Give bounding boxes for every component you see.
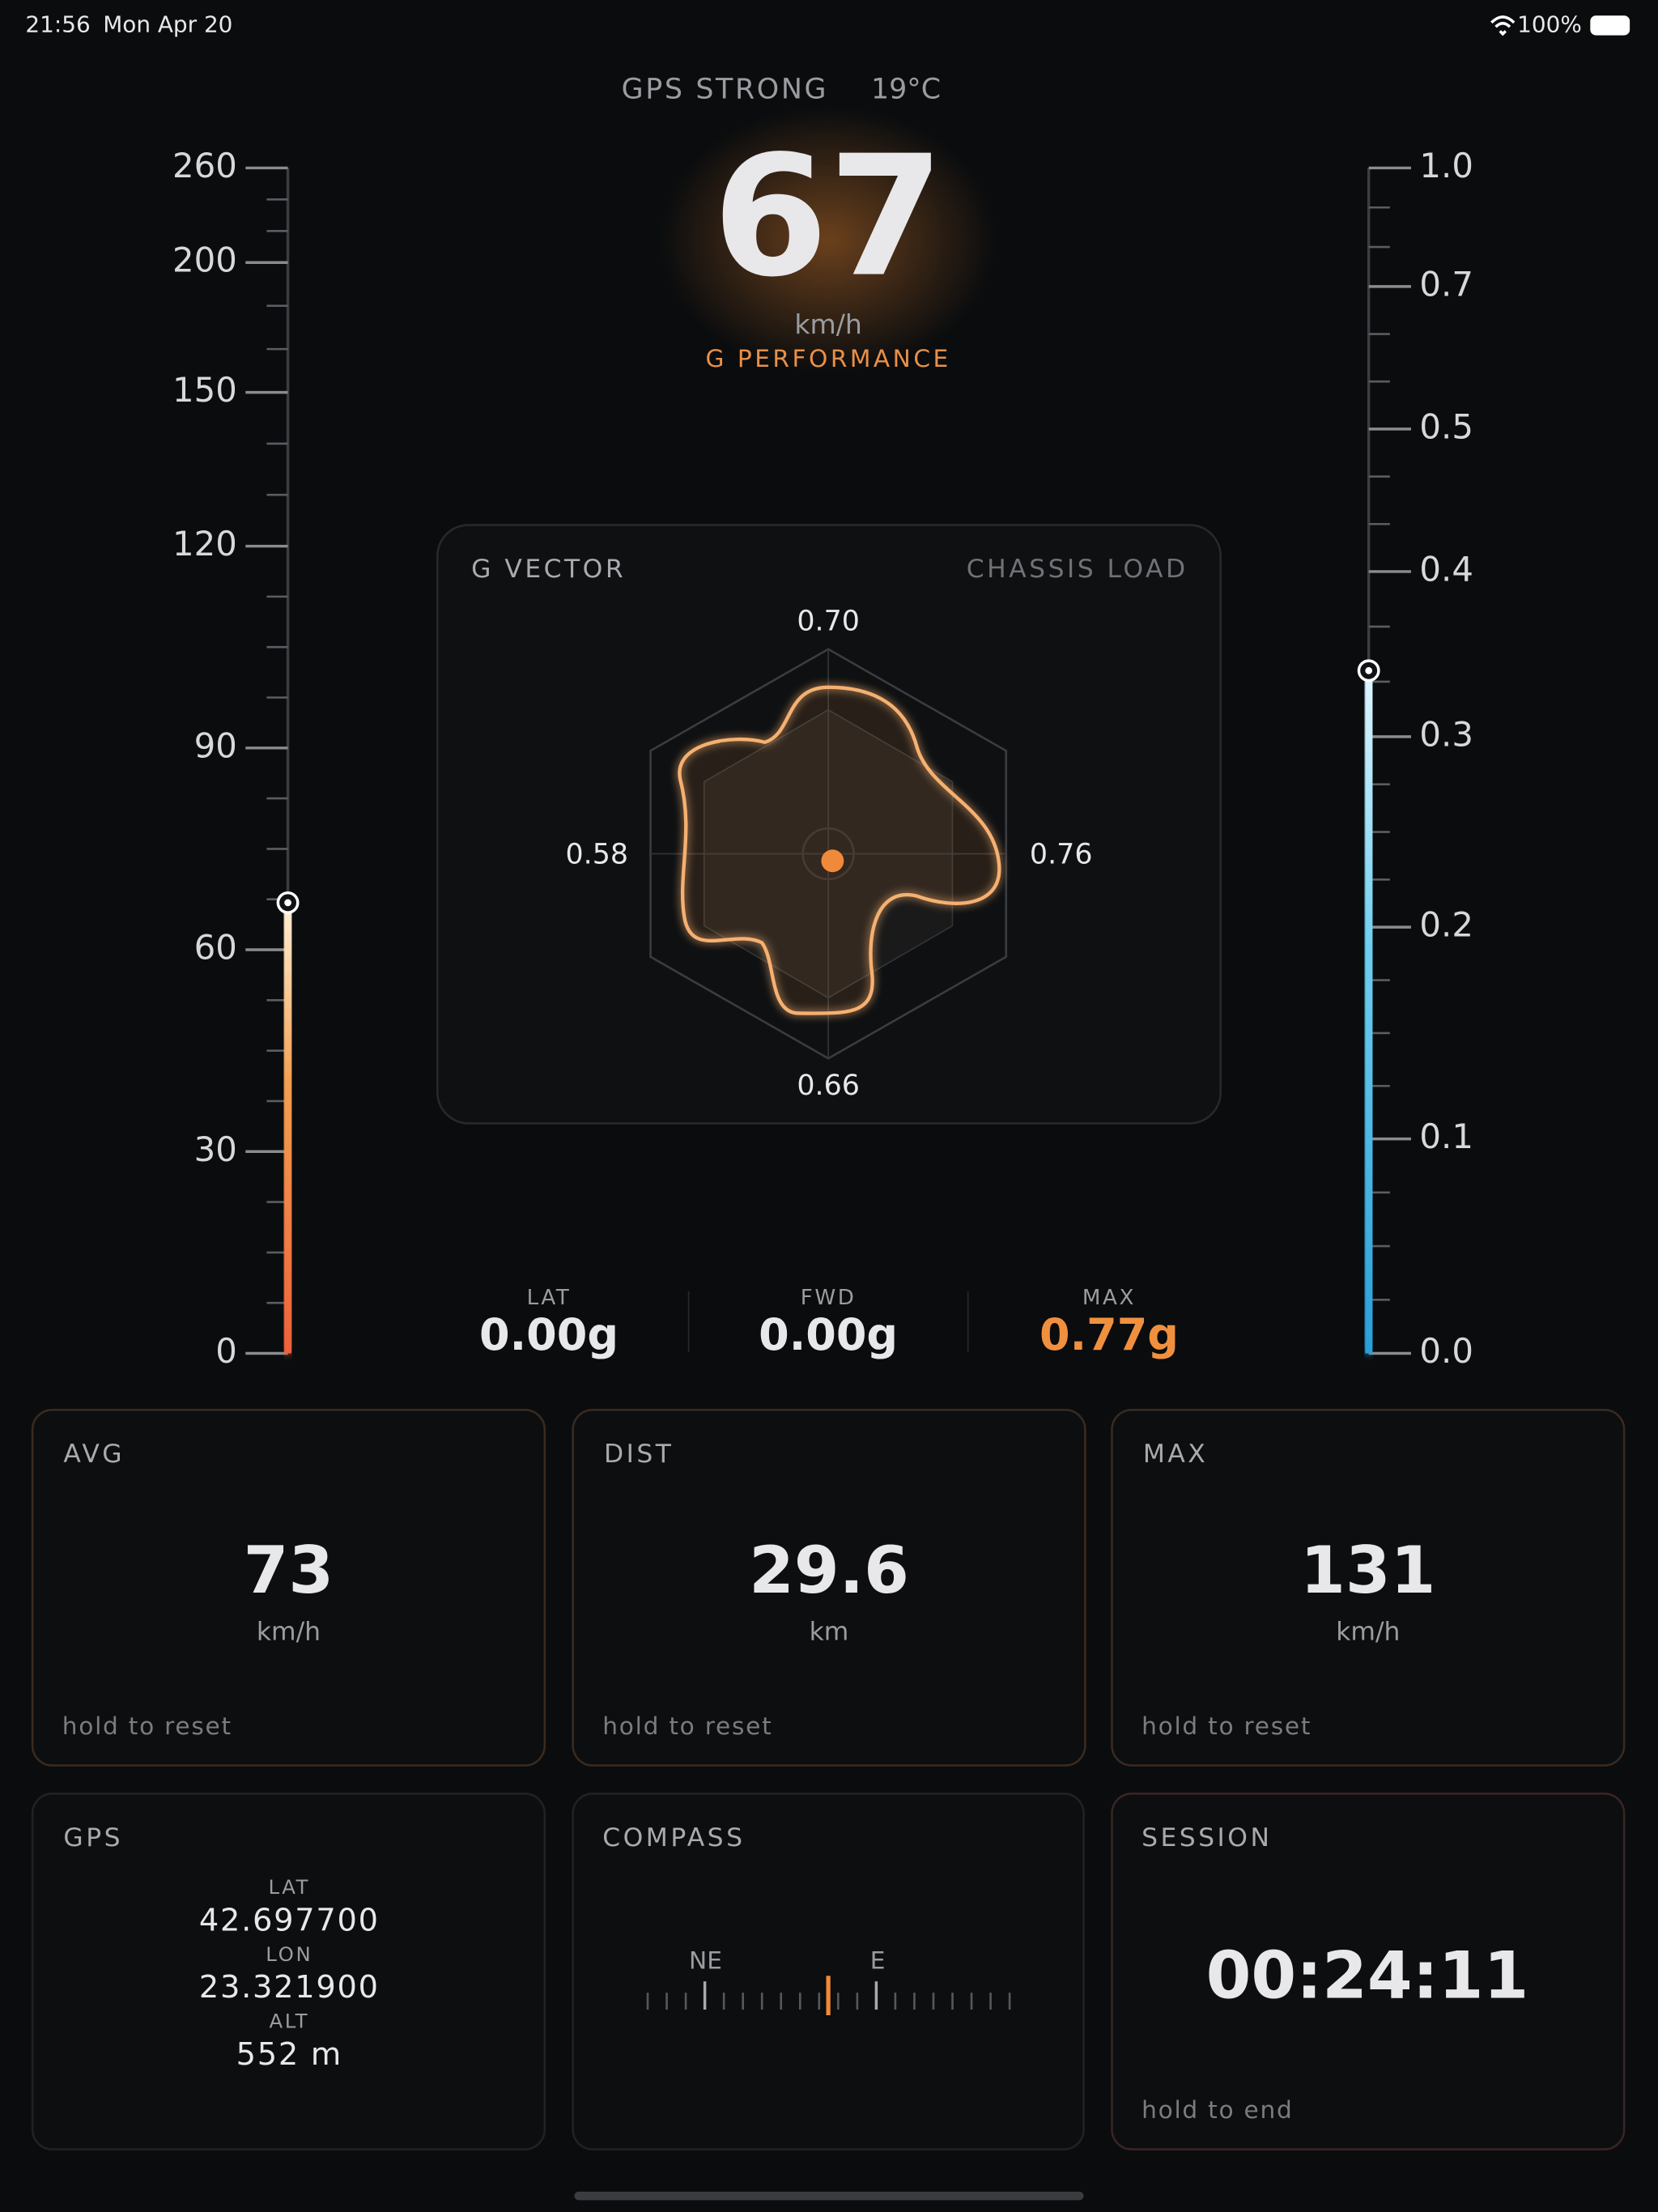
gps-signal: GPS STRONG [622, 74, 828, 106]
axis-label: 0.76 [1030, 838, 1093, 870]
g-shape [678, 685, 1001, 1015]
tick-label: 0.5 [1419, 406, 1473, 446]
stat-card[interactable] [31, 1408, 546, 1767]
readout-label: FWD [801, 1286, 857, 1310]
card-unit: km/h [1336, 1618, 1400, 1647]
g-dot [821, 849, 844, 873]
card-unit: km [810, 1618, 849, 1647]
card-title: DIST [604, 1440, 674, 1469]
gps-value: 552 m [236, 2036, 342, 2073]
tick-label: 0.0 [1419, 1331, 1473, 1371]
stat-card[interactable] [572, 1408, 1086, 1767]
mode: G PERFORMANCE [706, 344, 951, 372]
gauge-marker-dot [284, 899, 291, 907]
compass-label: E [870, 1946, 886, 1974]
time: 21:56 [25, 11, 90, 37]
card-title: MAX [1143, 1440, 1208, 1469]
tick-label: 0.2 [1419, 905, 1473, 945]
tick-label: 1.0 [1419, 146, 1473, 185]
gauge-fill [284, 902, 291, 1354]
readout-value: 0.00g [479, 1309, 619, 1360]
card-hint: hold to end [1141, 2095, 1294, 2124]
readout-label: LAT [527, 1286, 572, 1310]
gauge-marker-dot [1365, 666, 1373, 674]
card-unit: km/h [257, 1618, 321, 1647]
gps-value: 23.321900 [199, 1969, 380, 2006]
tick-label: 150 [172, 370, 237, 410]
tick-label: 0 [215, 1331, 237, 1371]
session-card[interactable] [1111, 1793, 1626, 2150]
tick-label: 260 [172, 146, 237, 185]
speed: 67 [712, 120, 944, 314]
card-title: COMPASS [602, 1823, 745, 1853]
card-value: 29.6 [749, 1533, 909, 1608]
gps-card [31, 1793, 546, 2150]
tick-label: 60 [194, 928, 237, 968]
axis-label: 0.66 [797, 1070, 860, 1102]
gps-value: 42.697700 [199, 1902, 380, 1938]
card-title: AVG [63, 1440, 125, 1469]
tick-label: 30 [194, 1129, 237, 1169]
card-hint: hold to reset [1141, 1712, 1312, 1740]
readout-value: 0.77g [1039, 1309, 1179, 1360]
battery-level: 100% [1517, 11, 1582, 37]
gps-label: ALT [269, 2010, 309, 2033]
compass-card [572, 1793, 1085, 2150]
tick-label: 90 [194, 725, 237, 765]
readout-label: MAX [1082, 1286, 1136, 1310]
card-value: 73 [244, 1533, 334, 1608]
g-center-ring [801, 827, 855, 881]
tick-label: 0.1 [1419, 1117, 1473, 1156]
card-title: GPS [63, 1823, 123, 1853]
readout-value: 0.00g [759, 1309, 898, 1360]
axis-label: 0.58 [565, 838, 628, 870]
tick-label: 120 [172, 524, 237, 564]
tick-label: 0.7 [1419, 264, 1473, 304]
card-hint: hold to reset [62, 1712, 232, 1740]
tick-label: 0.4 [1419, 549, 1473, 589]
compass-label: NE [689, 1946, 722, 1974]
gauge-fill [1365, 670, 1373, 1354]
stat-card[interactable] [1111, 1408, 1626, 1767]
speed-halo [658, 105, 998, 374]
panel-title: G VECTOR [471, 555, 626, 584]
card-hint: hold to reset [602, 1712, 772, 1740]
tick-label: 0.3 [1419, 714, 1473, 754]
date: Mon Apr 20 [103, 11, 232, 37]
speed-unit: km/h [794, 308, 862, 340]
session-elapsed: 00:24:11 [1206, 1938, 1529, 2013]
gps-label: LON [266, 1942, 312, 1966]
card-value: 131 [1300, 1533, 1435, 1608]
tick-label: 200 [172, 240, 237, 280]
panel-subtitle: CHASSIS LOAD [967, 555, 1188, 584]
axis-label: 0.70 [797, 606, 860, 638]
battery-icon [1590, 15, 1630, 36]
card-title: SESSION [1141, 1823, 1272, 1853]
wifi-icon [1490, 15, 1516, 36]
temperature: 19°C [871, 74, 941, 106]
home-indicator [574, 2191, 1084, 2201]
gps-label: LAT [268, 1875, 310, 1899]
